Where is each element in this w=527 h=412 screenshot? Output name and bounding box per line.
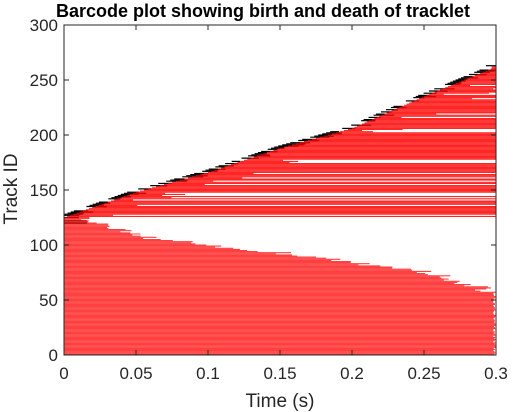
x-tick-label: 0.05 — [119, 364, 152, 383]
x-axis-label: Time (s) — [246, 391, 315, 412]
x-axis: 0 0.05 0.1 0.15 0.2 0.25 0.3 — [59, 25, 508, 383]
y-axis: 0 50 100 150 200 250 300 — [30, 16, 496, 365]
x-tick-label: 0.1 — [196, 364, 220, 383]
chart-title: Barcode plot showing birth and death of … — [56, 1, 470, 21]
y-tick-label: 300 — [30, 16, 58, 35]
y-tick-label: 100 — [30, 236, 58, 255]
y-tick-label: 200 — [30, 126, 58, 145]
track-bars — [64, 65, 496, 355]
x-tick-label: 0.15 — [263, 364, 296, 383]
y-tick-label: 50 — [39, 291, 58, 310]
x-tick-label: 0.25 — [407, 364, 440, 383]
x-tick-label: 0.2 — [340, 364, 364, 383]
x-tick-label: 0.3 — [484, 364, 508, 383]
y-axis-label: Track ID — [1, 153, 22, 224]
x-tick-label: 0 — [59, 364, 68, 383]
y-tick-label: 150 — [30, 181, 58, 200]
y-tick-label: 250 — [30, 71, 58, 90]
y-tick-label: 0 — [49, 346, 58, 365]
